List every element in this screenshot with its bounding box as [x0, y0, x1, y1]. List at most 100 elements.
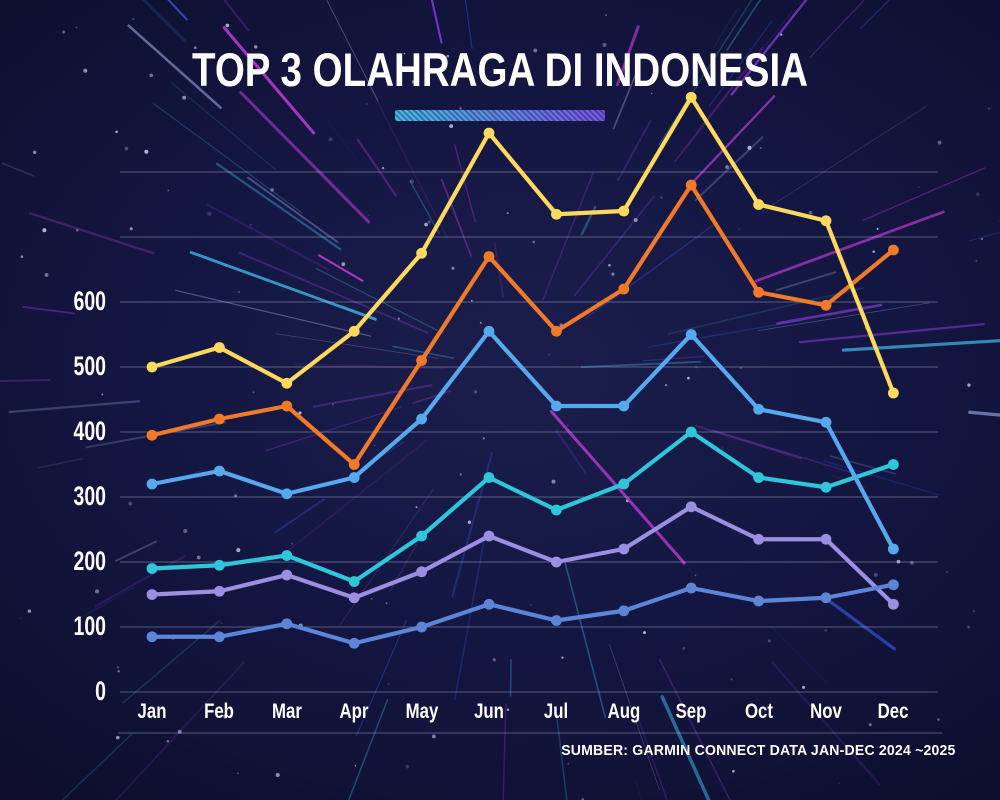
data-point	[618, 400, 630, 412]
light-streak	[775, 271, 837, 292]
star-dot	[19, 617, 22, 619]
light-streak	[615, 25, 640, 87]
y-axis-label: 600	[73, 286, 106, 316]
star-dot	[574, 66, 577, 69]
star-dot	[937, 718, 940, 721]
data-point	[753, 403, 764, 415]
data-point	[416, 530, 427, 542]
data-point	[820, 215, 832, 227]
data-point	[685, 329, 697, 340]
star-dot	[225, 23, 230, 28]
star-dot	[424, 222, 428, 227]
light-streak	[265, 406, 402, 452]
light-streak	[1, 162, 35, 177]
title-divider	[395, 110, 605, 121]
light-streak	[222, 26, 316, 135]
data-point	[214, 585, 225, 597]
data-point	[281, 488, 293, 500]
light-streak	[761, 105, 928, 212]
data-point	[685, 179, 697, 191]
y-axis-label: 300	[73, 481, 106, 511]
data-point	[281, 400, 293, 412]
light-streak	[440, 178, 472, 257]
star-dot	[182, 95, 187, 100]
data-point	[753, 199, 764, 210]
light-streak	[658, 0, 753, 146]
star-dot	[872, 250, 875, 253]
star-dot	[730, 678, 733, 681]
data-point	[618, 478, 630, 490]
data-point	[685, 582, 697, 594]
star-dot	[759, 146, 762, 150]
light-streak	[674, 46, 764, 163]
x-axis-label: Jan	[137, 700, 167, 723]
star-dot	[459, 107, 462, 110]
light-streak	[318, 254, 364, 282]
light-streak	[142, 0, 187, 43]
star-dot	[415, 506, 418, 509]
star-dot	[548, 353, 550, 356]
light-streak	[968, 231, 1000, 242]
star-dot	[341, 262, 346, 267]
series-path	[149, 329, 896, 552]
light-streak	[356, 138, 398, 197]
light-streak	[555, 707, 568, 800]
data-point	[214, 342, 225, 353]
data-point	[281, 618, 293, 630]
star-dot	[409, 179, 414, 184]
star-dot	[177, 729, 182, 734]
star-dot	[166, 740, 170, 743]
x-axis-label: Oct	[744, 700, 773, 723]
star-dot	[397, 317, 401, 320]
light-streak	[555, 429, 587, 475]
data-point	[483, 325, 495, 337]
light-streak	[563, 558, 607, 718]
series-path	[149, 95, 896, 396]
light-streak	[127, 24, 222, 109]
star-dot	[144, 149, 149, 154]
star-dot	[331, 403, 334, 406]
star-dot	[237, 290, 241, 293]
star-dot	[183, 529, 188, 534]
star-dot	[608, 263, 611, 267]
series-teal-line	[146, 426, 899, 587]
star-dot	[873, 573, 878, 577]
star-dot	[223, 714, 228, 719]
star-dot	[354, 765, 357, 767]
data-point	[618, 205, 630, 217]
data-point	[348, 592, 360, 604]
light-streak	[325, 118, 360, 163]
star-dot	[876, 227, 879, 230]
x-axis-label: May	[405, 700, 438, 723]
data-point	[146, 478, 158, 490]
star-dot	[95, 589, 100, 594]
light-streak	[356, 619, 407, 736]
light-streak	[114, 661, 246, 800]
light-streak	[206, 203, 330, 271]
star-dot	[431, 734, 436, 739]
star-dot	[532, 240, 536, 244]
data-point	[888, 579, 899, 591]
star-dot	[659, 748, 663, 752]
star-dot	[167, 189, 170, 192]
light-streak	[635, 779, 643, 800]
data-point	[753, 472, 764, 483]
star-dot	[602, 42, 607, 47]
data-point	[551, 400, 562, 412]
star-dot	[249, 223, 252, 226]
light-streak	[409, 180, 440, 235]
data-point	[146, 361, 158, 373]
data-point	[416, 355, 427, 366]
data-point	[685, 91, 697, 103]
x-axis-label: Jun	[474, 700, 504, 723]
light-streak	[281, 440, 427, 557]
star-dot	[411, 80, 416, 84]
data-point	[348, 472, 360, 483]
light-streak	[0, 378, 51, 383]
light-streak	[223, 0, 250, 32]
data-point	[820, 416, 832, 428]
star-dot	[987, 107, 991, 110]
data-point	[753, 595, 764, 607]
